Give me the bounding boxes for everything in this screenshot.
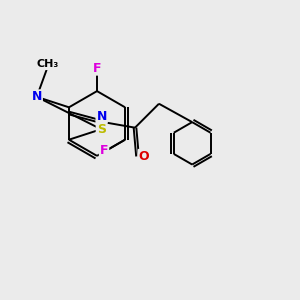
Text: N: N (97, 110, 107, 123)
Text: F: F (93, 61, 101, 75)
Text: CH₃: CH₃ (37, 59, 59, 70)
Text: N: N (32, 90, 42, 103)
Text: S: S (97, 123, 106, 136)
Text: O: O (139, 150, 149, 163)
Text: F: F (100, 144, 108, 157)
